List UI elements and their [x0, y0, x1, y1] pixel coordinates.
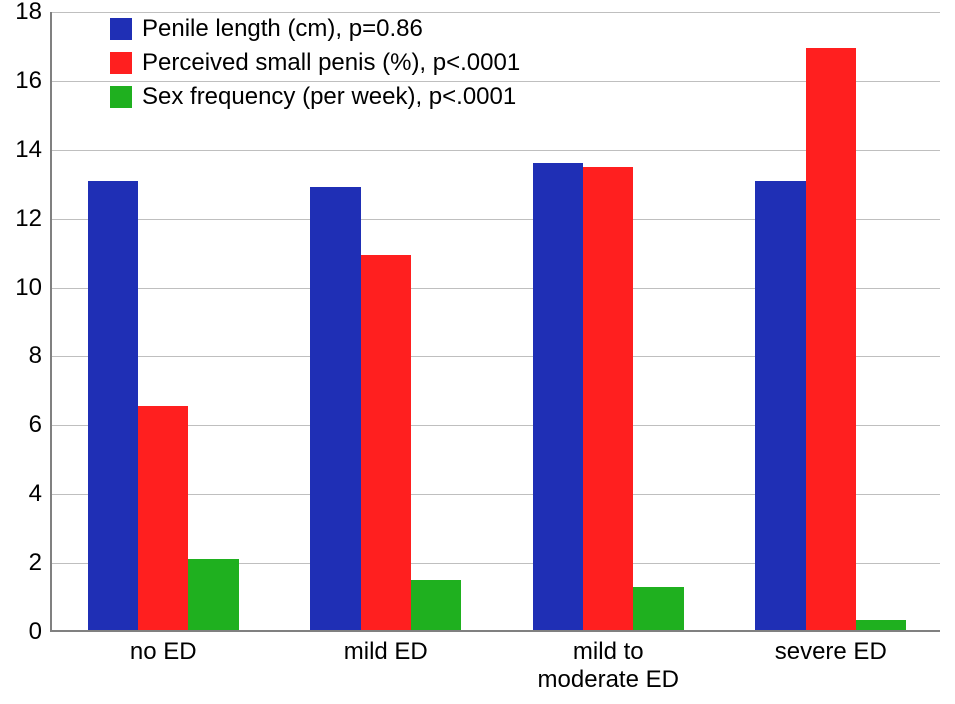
- bar: [361, 255, 411, 630]
- x-tick-label: mild tomoderate ED: [538, 638, 679, 693]
- bar: [88, 181, 138, 631]
- y-tick-label: 8: [29, 342, 42, 370]
- bar: [755, 181, 805, 631]
- legend-item: Perceived small penis (%), p<.0001: [110, 49, 520, 77]
- legend: Penile length (cm), p=0.86 Perceived smal…: [110, 15, 520, 117]
- bar: [138, 406, 188, 630]
- y-tick-label: 10: [15, 274, 42, 302]
- y-tick-label: 2: [29, 549, 42, 577]
- bar-chart: 0 2 4 6 8 10 12 14 16 18 no ED mild ED mild tomodera…: [0, 0, 955, 704]
- y-tick-label: 6: [29, 411, 42, 439]
- legend-label: Perceived small penis (%), p<.0001: [142, 49, 520, 77]
- y-tick-label: 14: [15, 136, 42, 164]
- y-tick-label: 4: [29, 480, 42, 508]
- bar: [583, 167, 633, 630]
- bar: [188, 559, 238, 630]
- x-tick-label: severe ED: [775, 638, 887, 666]
- legend-item: Sex frequency (per week), p<.0001: [110, 83, 520, 111]
- bar: [533, 163, 583, 630]
- bar: [411, 580, 461, 630]
- x-tick-label: mild ED: [344, 638, 428, 666]
- bar: [633, 587, 683, 630]
- bar: [806, 48, 856, 630]
- gridline: [52, 12, 940, 13]
- legend-label: Penile length (cm), p=0.86: [142, 15, 423, 43]
- legend-label: Sex frequency (per week), p<.0001: [142, 83, 516, 111]
- bar: [856, 620, 906, 630]
- x-tick-label: no ED: [130, 638, 197, 666]
- y-tick-label: 12: [15, 205, 42, 233]
- legend-swatch: [110, 52, 132, 74]
- legend-item: Penile length (cm), p=0.86: [110, 15, 520, 43]
- bar: [310, 187, 360, 630]
- legend-swatch: [110, 18, 132, 40]
- y-tick-label: 0: [29, 618, 42, 646]
- y-tick-label: 18: [15, 0, 42, 26]
- y-tick-label: 16: [15, 67, 42, 95]
- legend-swatch: [110, 86, 132, 108]
